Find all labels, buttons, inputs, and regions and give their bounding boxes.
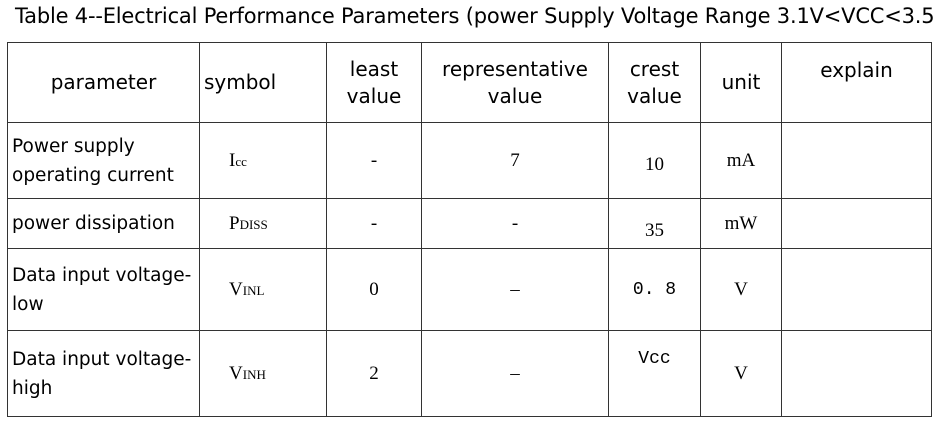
cell-crest-value: Vcc — [608, 330, 701, 417]
cell-least-value: 0 — [326, 248, 422, 331]
symbol-main: I — [229, 149, 236, 171]
cell-unit: mA — [700, 122, 782, 199]
cell-symbol: Icc — [199, 122, 327, 199]
header-unit: unit — [700, 42, 782, 123]
symbol-main: V — [229, 362, 243, 384]
cell-unit: V — [700, 330, 782, 417]
cell-least-value: - — [326, 198, 422, 249]
cell-unit: mW — [700, 198, 782, 249]
cell-explain — [781, 122, 932, 199]
cell-parameter: Data input voltage-high — [7, 330, 200, 417]
table-row: Data input voltage-high VINH 2 – Vcc V — [7, 330, 932, 417]
header-explain: explain — [781, 42, 932, 123]
header-row: parameter symbol least value representat… — [7, 42, 932, 123]
symbol-subscript: INH — [242, 366, 266, 382]
cell-parameter: Power supply operating current — [7, 122, 200, 199]
header-parameter: parameter — [7, 42, 200, 123]
cell-least-value: 2 — [326, 330, 422, 417]
cell-symbol: PDISS — [199, 198, 327, 249]
cell-crest-value: 35 — [608, 198, 701, 249]
header-representative-value: representative value — [421, 42, 609, 123]
symbol-subscript: cc — [235, 153, 247, 169]
table-title: Table 4--Electrical Performance Paramete… — [15, 4, 934, 28]
cell-explain — [781, 248, 932, 331]
cell-parameter: Data input voltage-low — [7, 248, 200, 331]
cell-explain — [781, 198, 932, 249]
symbol-main: P — [229, 212, 240, 234]
header-symbol: symbol — [199, 42, 327, 123]
cell-representative-value: - — [421, 198, 609, 249]
table-row: Power supply operating current Icc - 7 1… — [7, 122, 932, 199]
header-least-value: least value — [326, 42, 422, 123]
cell-representative-value: – — [421, 248, 609, 331]
electrical-parameters-table: parameter symbol least value representat… — [7, 42, 932, 417]
symbol-subscript: INL — [242, 282, 265, 298]
cell-explain — [781, 330, 932, 417]
cell-representative-value: – — [421, 330, 609, 417]
cell-crest-value: 10 — [608, 122, 701, 199]
header-crest-value: crest value — [608, 42, 701, 123]
symbol-subscript: DISS — [239, 216, 268, 232]
cell-representative-value: 7 — [421, 122, 609, 199]
cell-parameter: power dissipation — [7, 198, 200, 249]
cell-unit: V — [700, 248, 782, 331]
table-row: Data input voltage-low VINL 0 – 0. 8 V — [7, 248, 932, 331]
cell-symbol: VINH — [199, 330, 327, 417]
table-row: power dissipation PDISS - - 35 mW — [7, 198, 932, 249]
cell-least-value: - — [326, 122, 422, 199]
cell-crest-value: 0. 8 — [608, 248, 701, 331]
symbol-main: V — [229, 278, 243, 300]
cell-symbol: VINL — [199, 248, 327, 331]
